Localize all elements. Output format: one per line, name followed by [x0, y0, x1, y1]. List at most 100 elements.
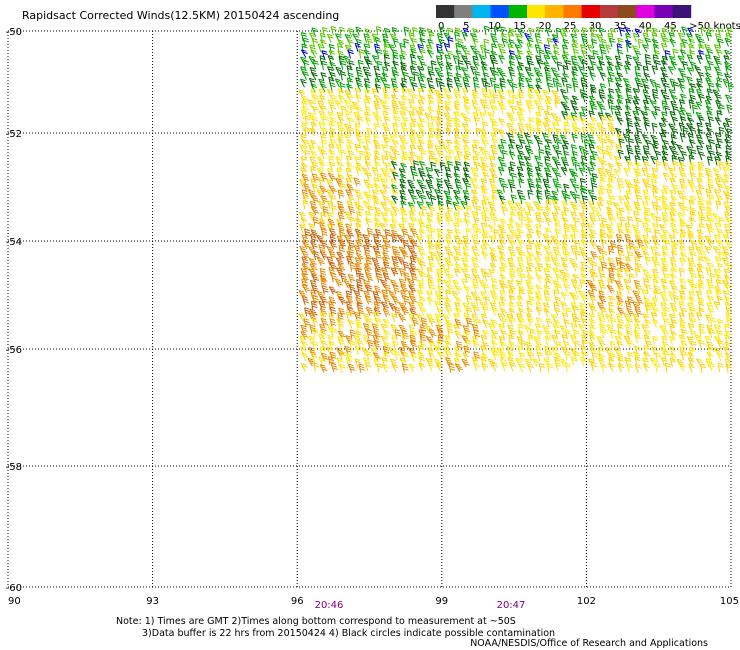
wind-barb [589, 155, 596, 165]
wind-barb [574, 127, 581, 137]
wind-barb [614, 111, 622, 121]
wind-barb [463, 195, 471, 205]
wind-barb [410, 330, 418, 340]
wind-barb [366, 273, 374, 283]
wind-barb [659, 132, 667, 142]
wind-barb [358, 272, 365, 283]
colorbar-swatch [436, 5, 455, 18]
wind-barb [724, 358, 731, 368]
wind-barb [561, 346, 568, 355]
wind-barb [304, 307, 311, 317]
wind-barb [712, 213, 720, 222]
wind-barb [394, 350, 401, 361]
wind-barb [583, 139, 590, 149]
wind-barb [722, 122, 730, 132]
wind-barb [336, 318, 344, 327]
wind-barb [554, 250, 561, 261]
wind-barb [300, 133, 307, 143]
wind-barb [625, 205, 633, 215]
wind-barb [391, 184, 398, 194]
wind-barb [364, 106, 372, 116]
wind-barb [382, 318, 390, 328]
wind-barb [392, 171, 399, 181]
wind-barb [409, 340, 418, 350]
wind-barb [383, 330, 390, 339]
wind-barb [497, 89, 505, 99]
wind-barb [339, 82, 346, 93]
wind-barb [398, 246, 407, 256]
wind-barb [426, 347, 434, 356]
wind-barb [382, 184, 389, 193]
wind-barb [436, 183, 444, 193]
wind-barb [574, 239, 581, 250]
wind-barb [686, 33, 693, 42]
wind-barb [708, 139, 715, 149]
wind-barb [572, 294, 579, 304]
wind-barb [427, 66, 434, 76]
wind-barb [661, 100, 668, 110]
wind-barb [340, 60, 347, 70]
wind-barb [482, 139, 489, 149]
wind-barb [361, 347, 369, 356]
wind-barb [474, 318, 482, 328]
wind-barb [544, 296, 552, 306]
wind-barb [726, 104, 733, 114]
wind-barb [545, 49, 552, 59]
wind-barb [438, 205, 445, 215]
wind-barb [712, 245, 720, 255]
wind-barb [724, 352, 732, 362]
wind-barb [299, 224, 306, 234]
wind-barb [308, 312, 317, 321]
wind-barb [609, 216, 616, 226]
wind-barb [651, 110, 658, 120]
wind-barb [444, 297, 452, 307]
wind-barb [590, 88, 597, 98]
wind-barb [454, 285, 462, 295]
wind-barb [339, 363, 346, 374]
wind-barb [715, 289, 722, 299]
wind-barb [428, 31, 435, 41]
wind-barb [551, 167, 559, 176]
wind-barb [389, 155, 397, 165]
wind-barb [398, 302, 407, 312]
wind-barb [355, 94, 362, 104]
wind-barb [400, 289, 408, 300]
wind-barb [529, 126, 536, 137]
wind-barb [687, 233, 695, 243]
wind-barb [669, 357, 676, 367]
wind-barb [362, 66, 370, 76]
wind-barb [396, 234, 406, 243]
wind-barb [363, 279, 371, 289]
wind-barb [382, 346, 390, 356]
wind-barb [518, 308, 525, 318]
wind-barb [586, 279, 595, 289]
wind-barb [545, 263, 552, 273]
wind-barb [489, 77, 496, 87]
wind-barb [654, 195, 662, 206]
wind-barb [338, 229, 346, 239]
wind-barb [616, 267, 623, 277]
wind-barb [715, 83, 722, 92]
wind-barb [373, 307, 382, 317]
wind-barb [606, 200, 613, 210]
wind-barb [571, 172, 579, 182]
lon-tick-label: 93 [146, 596, 159, 607]
wind-barb [563, 128, 570, 138]
wind-barb [446, 71, 453, 82]
wind-barb [331, 205, 338, 215]
wind-barb [698, 44, 705, 54]
wind-barb [339, 351, 346, 361]
wind-barb [580, 161, 588, 171]
wind-barb [303, 318, 311, 328]
wind-barb [410, 117, 418, 127]
wind-barb [420, 184, 427, 194]
wind-barb [455, 184, 463, 194]
wind-barb [488, 88, 495, 98]
wind-barb [587, 166, 594, 176]
wind-barb [463, 145, 470, 155]
wind-barb [619, 261, 626, 272]
wind-barb [721, 257, 729, 266]
wind-barb [343, 280, 352, 289]
wind-barb [527, 351, 535, 361]
wind-barb [560, 166, 568, 176]
